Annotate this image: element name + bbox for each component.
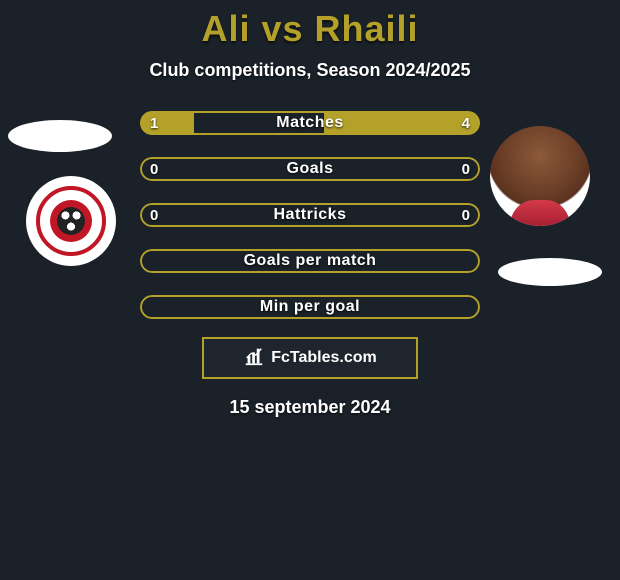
bar-value-right: 4 bbox=[462, 111, 470, 135]
bar-value-left: 1 bbox=[150, 111, 158, 135]
player-left-club-badge bbox=[26, 176, 116, 266]
club-badge-icon bbox=[36, 186, 106, 256]
bar-value-left: 0 bbox=[150, 157, 158, 181]
comparison-row: Goals0 0 bbox=[140, 157, 480, 181]
comparison-row: Hattricks0 0 bbox=[140, 203, 480, 227]
bar-label: Hattricks bbox=[140, 203, 480, 227]
comparison-row: Min per goal bbox=[140, 295, 480, 319]
player-right-avatar bbox=[490, 126, 590, 226]
bar-label: Goals per match bbox=[140, 249, 480, 273]
bar-value-right: 0 bbox=[462, 157, 470, 181]
attribution-box: FcTables.com bbox=[202, 337, 418, 379]
page-title: Ali vs Rhaili bbox=[0, 0, 620, 50]
player-left-name-pill bbox=[8, 120, 112, 152]
infographic-root: Ali vs Rhaili Club competitions, Season … bbox=[0, 0, 620, 580]
bar-label: Matches bbox=[140, 111, 480, 135]
bar-value-left: 0 bbox=[150, 203, 158, 227]
attribution-text: FcTables.com bbox=[271, 349, 377, 367]
bar-label: Goals bbox=[140, 157, 480, 181]
bar-label: Min per goal bbox=[140, 295, 480, 319]
player-right-name-pill bbox=[498, 258, 602, 286]
footer-date: 15 september 2024 bbox=[0, 397, 620, 418]
page-subtitle: Club competitions, Season 2024/2025 bbox=[0, 60, 620, 81]
comparison-bars: Matches14Goals00Hattricks00Goals per mat… bbox=[140, 111, 480, 319]
comparison-row: Matches1 4 bbox=[140, 111, 480, 135]
bar-value-right: 0 bbox=[462, 203, 470, 227]
barchart-icon bbox=[243, 345, 265, 372]
comparison-row: Goals per match bbox=[140, 249, 480, 273]
